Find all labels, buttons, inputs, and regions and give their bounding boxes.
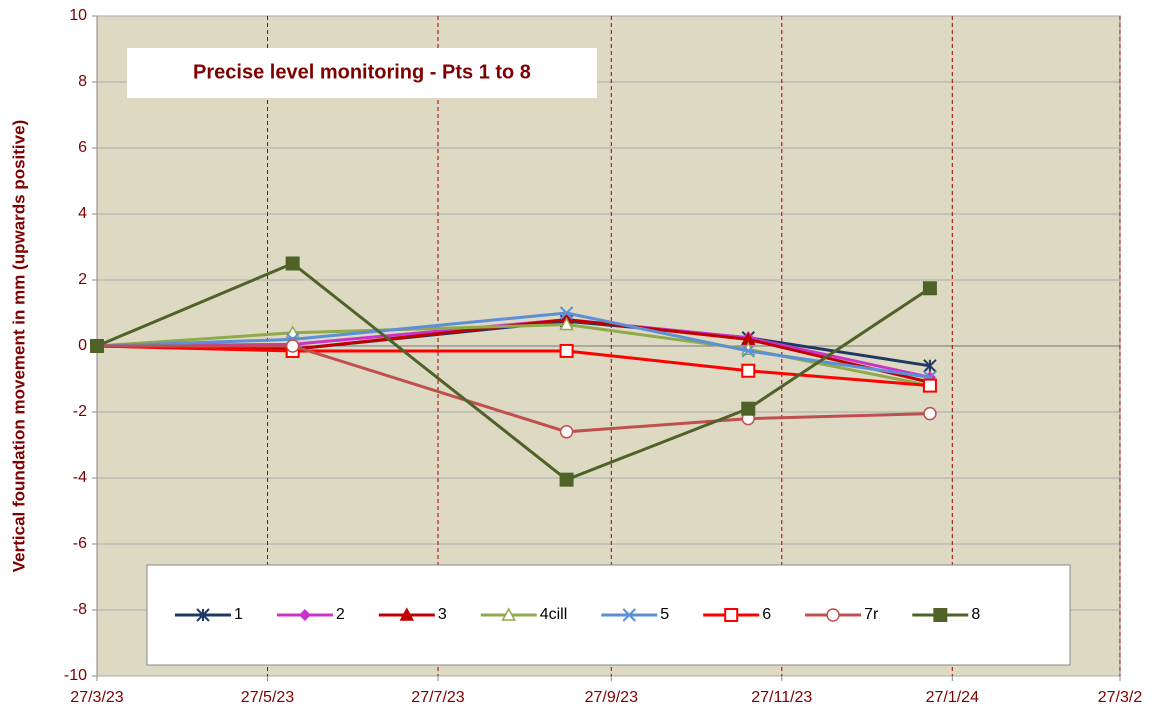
legend-label: 6 xyxy=(762,606,771,623)
marker xyxy=(826,608,840,622)
y-tick-label: -10 xyxy=(64,667,87,684)
legend-label: 3 xyxy=(438,606,447,623)
marker xyxy=(559,425,574,439)
x-tick-label: 27/1/24 xyxy=(926,689,979,706)
y-tick-label: 4 xyxy=(78,205,87,222)
chart-title: Precise level monitoring - Pts 1 to 8 xyxy=(193,61,531,83)
x-tick-label: 27/7/23 xyxy=(411,689,464,706)
marker xyxy=(741,401,756,416)
marker xyxy=(559,316,574,331)
marker xyxy=(933,608,948,622)
marker xyxy=(285,339,300,353)
x-tick-label: 27/3/23 xyxy=(70,689,123,706)
x-tick-label: 27/9/23 xyxy=(585,689,638,706)
x-tick-label: 27/11/23 xyxy=(751,689,812,706)
marker xyxy=(196,608,210,622)
marker xyxy=(741,363,756,378)
marker xyxy=(559,472,574,487)
x-tick-label: 27/5/23 xyxy=(241,689,294,706)
legend-label: 7r xyxy=(864,606,879,623)
title-box xyxy=(127,48,597,98)
legend-label: 2 xyxy=(336,606,345,623)
marker xyxy=(724,608,739,622)
marker xyxy=(285,256,300,271)
marker xyxy=(923,359,937,373)
marker xyxy=(298,609,311,621)
y-tick-label: 0 xyxy=(78,337,87,354)
marker xyxy=(922,378,937,393)
marker xyxy=(922,281,937,296)
grid xyxy=(92,15,1121,681)
marker xyxy=(741,344,755,358)
y-tick-label: 2 xyxy=(78,271,87,288)
marker xyxy=(399,607,415,621)
legend-label: 1 xyxy=(234,606,243,623)
y-tick-label: -2 xyxy=(73,403,87,420)
marker xyxy=(923,406,937,421)
marker xyxy=(559,306,574,320)
legend-label: 5 xyxy=(660,606,669,623)
y-tick-label: 8 xyxy=(78,73,87,90)
x-tick-label: 27/3/2 xyxy=(1098,689,1143,706)
y-tick-label: -6 xyxy=(73,535,87,552)
legend-label: 4cill xyxy=(540,606,568,623)
marker xyxy=(501,607,516,621)
y-tick-label: 10 xyxy=(69,7,87,24)
marker xyxy=(90,339,104,353)
y-tick-label: -4 xyxy=(73,469,87,486)
y-tick-label: -8 xyxy=(73,601,87,618)
y-axis-label: Vertical foundation movement in mm (upwa… xyxy=(9,120,28,572)
legend-items: 1 2 3 4cill 5 6 7r 8 xyxy=(175,606,980,623)
series-group xyxy=(89,256,938,487)
legend-label: 8 xyxy=(971,606,980,623)
y-tick-label: 6 xyxy=(78,139,87,156)
marker xyxy=(559,343,574,358)
marker xyxy=(622,608,636,622)
